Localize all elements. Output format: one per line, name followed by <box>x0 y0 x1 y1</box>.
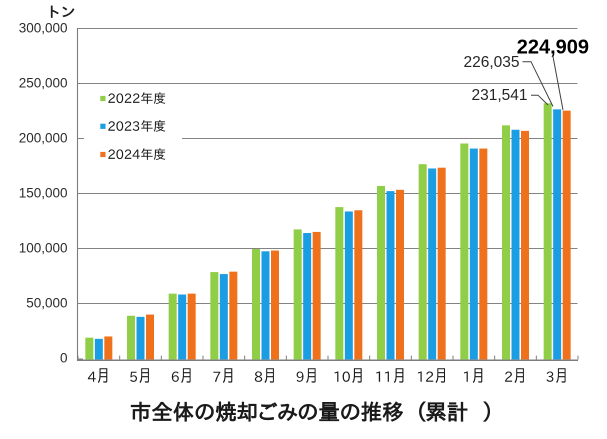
svg-text:224,909: 224,909 <box>517 37 589 59</box>
svg-text:226,035: 226,035 <box>464 54 520 71</box>
svg-text:250,000: 250,000 <box>19 76 68 91</box>
svg-text:0: 0 <box>60 351 68 366</box>
svg-text:300,000: 300,000 <box>19 21 68 36</box>
svg-text:50,000: 50,000 <box>26 296 67 311</box>
svg-text:231,541: 231,541 <box>472 87 528 104</box>
svg-text:200,000: 200,000 <box>19 131 68 146</box>
svg-text:100,000: 100,000 <box>19 241 68 256</box>
svg-text:150,000: 150,000 <box>19 186 68 201</box>
